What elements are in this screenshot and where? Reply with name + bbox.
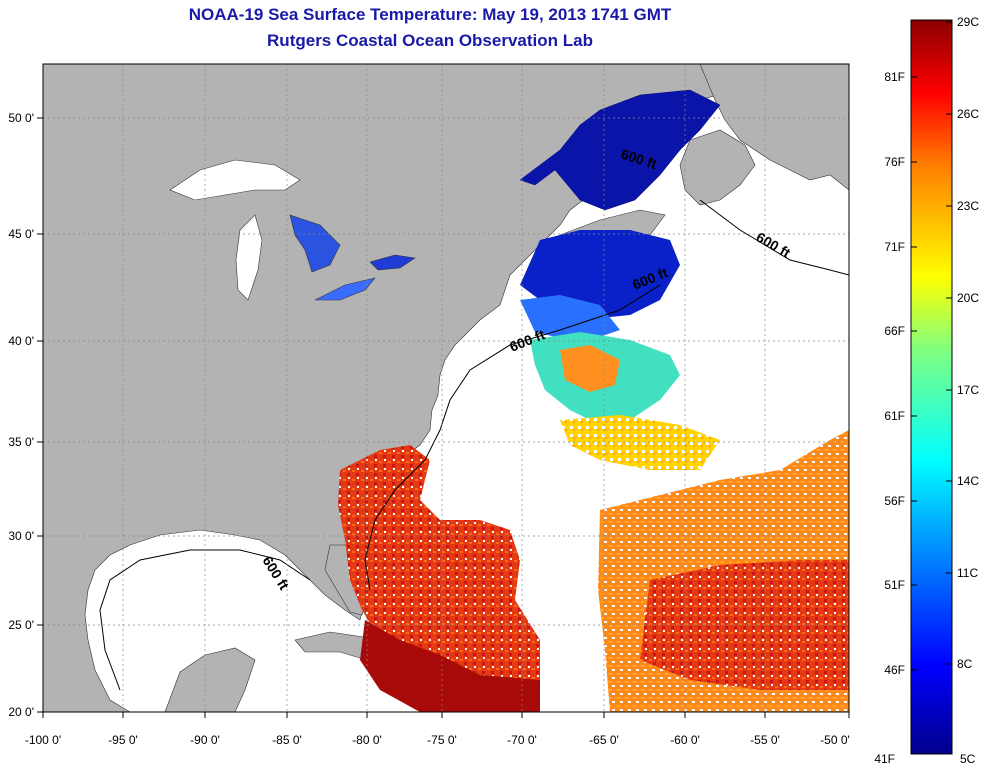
colorbar-c-label: 8C <box>957 657 973 671</box>
sst-shelf-cold <box>520 295 620 340</box>
colorbar-f-label: 41F <box>874 752 895 766</box>
colorbar-f-label: 46F <box>884 663 905 677</box>
lon-label: -50 0' <box>820 733 850 747</box>
lon-label: -70 0' <box>507 733 537 747</box>
lat-label: 40 0' <box>8 334 34 348</box>
colorbar-c-label: 20C <box>957 291 979 305</box>
lake-huron <box>289 214 341 273</box>
colorbar-f-label: 76F <box>884 155 905 169</box>
lon-label: -85 0' <box>272 733 302 747</box>
colorbar-c-label: 23C <box>957 199 979 213</box>
colorbar-c-label: 5C <box>960 752 976 766</box>
yucatan-land <box>164 647 256 712</box>
newfoundland-land <box>679 129 756 206</box>
colorbar-f-label: 71F <box>884 240 905 254</box>
colorbar-c-label: 17C <box>957 383 979 397</box>
axis-ticks <box>37 117 850 718</box>
lon-label: -90 0' <box>190 733 220 747</box>
colorbar-c-label: 11C <box>957 566 978 580</box>
lon-label: -65 0' <box>589 733 619 747</box>
colorbar-f-label: 51F <box>884 578 905 592</box>
lat-label: 45 0' <box>8 227 34 241</box>
colorbar-ticks <box>911 21 952 671</box>
isobath-600ft-gulf <box>99 549 311 691</box>
labrador-land <box>699 64 849 191</box>
map-title: NOAA-19 Sea Surface Temperature: May 19,… <box>188 5 672 24</box>
lat-label: 50 0' <box>8 111 34 125</box>
colorbar-f-label: 56F <box>884 494 905 508</box>
isobath-600ft-shelf <box>364 284 661 591</box>
lon-label: -100 0' <box>25 733 61 747</box>
lon-label: -55 0' <box>750 733 780 747</box>
lake-superior <box>169 159 301 201</box>
sst-yellow-band <box>560 415 720 470</box>
graticule <box>43 64 849 712</box>
colorbar-f-label: 66F <box>884 324 905 338</box>
isobath-600ft-east <box>699 199 849 276</box>
colorbar-f-label: 61F <box>884 409 905 423</box>
lon-label: -60 0' <box>670 733 700 747</box>
colorbar-c-label: 14C <box>957 474 979 488</box>
lat-label: 25 0' <box>8 618 34 632</box>
lat-label: 30 0' <box>8 529 34 543</box>
sst-gulf-st-lawrence <box>519 89 721 211</box>
lake-michigan <box>235 214 263 301</box>
colorbar-c-label: 26C <box>957 107 979 121</box>
colorbar-c-label: 29C <box>957 15 979 29</box>
sst-warm-core-ring <box>560 345 620 392</box>
lon-label: -75 0' <box>427 733 457 747</box>
sst-caribbean-hot <box>360 620 540 712</box>
lon-label: -80 0' <box>352 733 382 747</box>
lat-label: 35 0' <box>8 435 34 449</box>
map-frame <box>42 63 850 713</box>
lat-label: 20 0' <box>8 705 34 719</box>
colorbar <box>910 19 953 755</box>
lake-erie <box>314 277 376 301</box>
colorbar-f-label: 81F <box>884 70 905 84</box>
map-subtitle: Rutgers Coastal Ocean Observation Lab <box>267 31 593 50</box>
lon-label: -95 0' <box>108 733 138 747</box>
lake-ontario <box>369 254 416 271</box>
